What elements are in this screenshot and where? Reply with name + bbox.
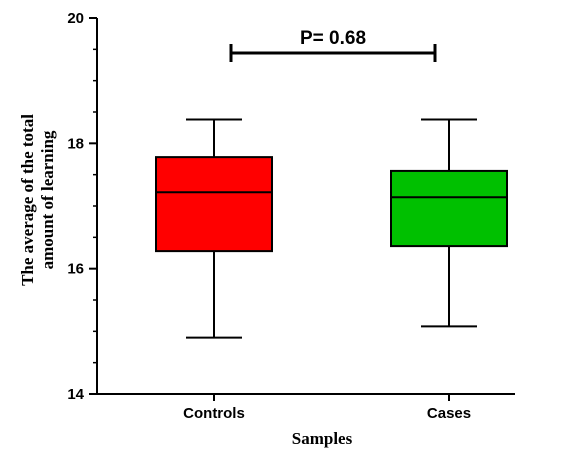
- y-tick-label: 16: [67, 261, 84, 278]
- y-tick-label: 14: [67, 386, 84, 403]
- x-axis: Controls Cases: [97, 393, 515, 422]
- x-tick-label: Cases: [427, 405, 471, 422]
- p-value-label: P= 0.68: [300, 28, 366, 49]
- y-axis: 14 16 18 20: [67, 10, 98, 403]
- box-controls: [155, 118, 273, 339]
- x-tick-label: Controls: [183, 405, 245, 422]
- x-axis-title: Samples: [292, 429, 353, 448]
- y-axis-title-line-2: amount of learning: [38, 130, 57, 269]
- iqr-box: [155, 156, 273, 253]
- p-value-annotation: P= 0.68: [229, 28, 437, 62]
- y-axis-title-line-1: The average of the total: [18, 114, 37, 286]
- y-tick-label: 20: [67, 10, 84, 27]
- y-tick-label: 18: [67, 135, 84, 152]
- boxes: [155, 118, 508, 339]
- iqr-box: [390, 169, 508, 248]
- box-cases: [390, 118, 508, 328]
